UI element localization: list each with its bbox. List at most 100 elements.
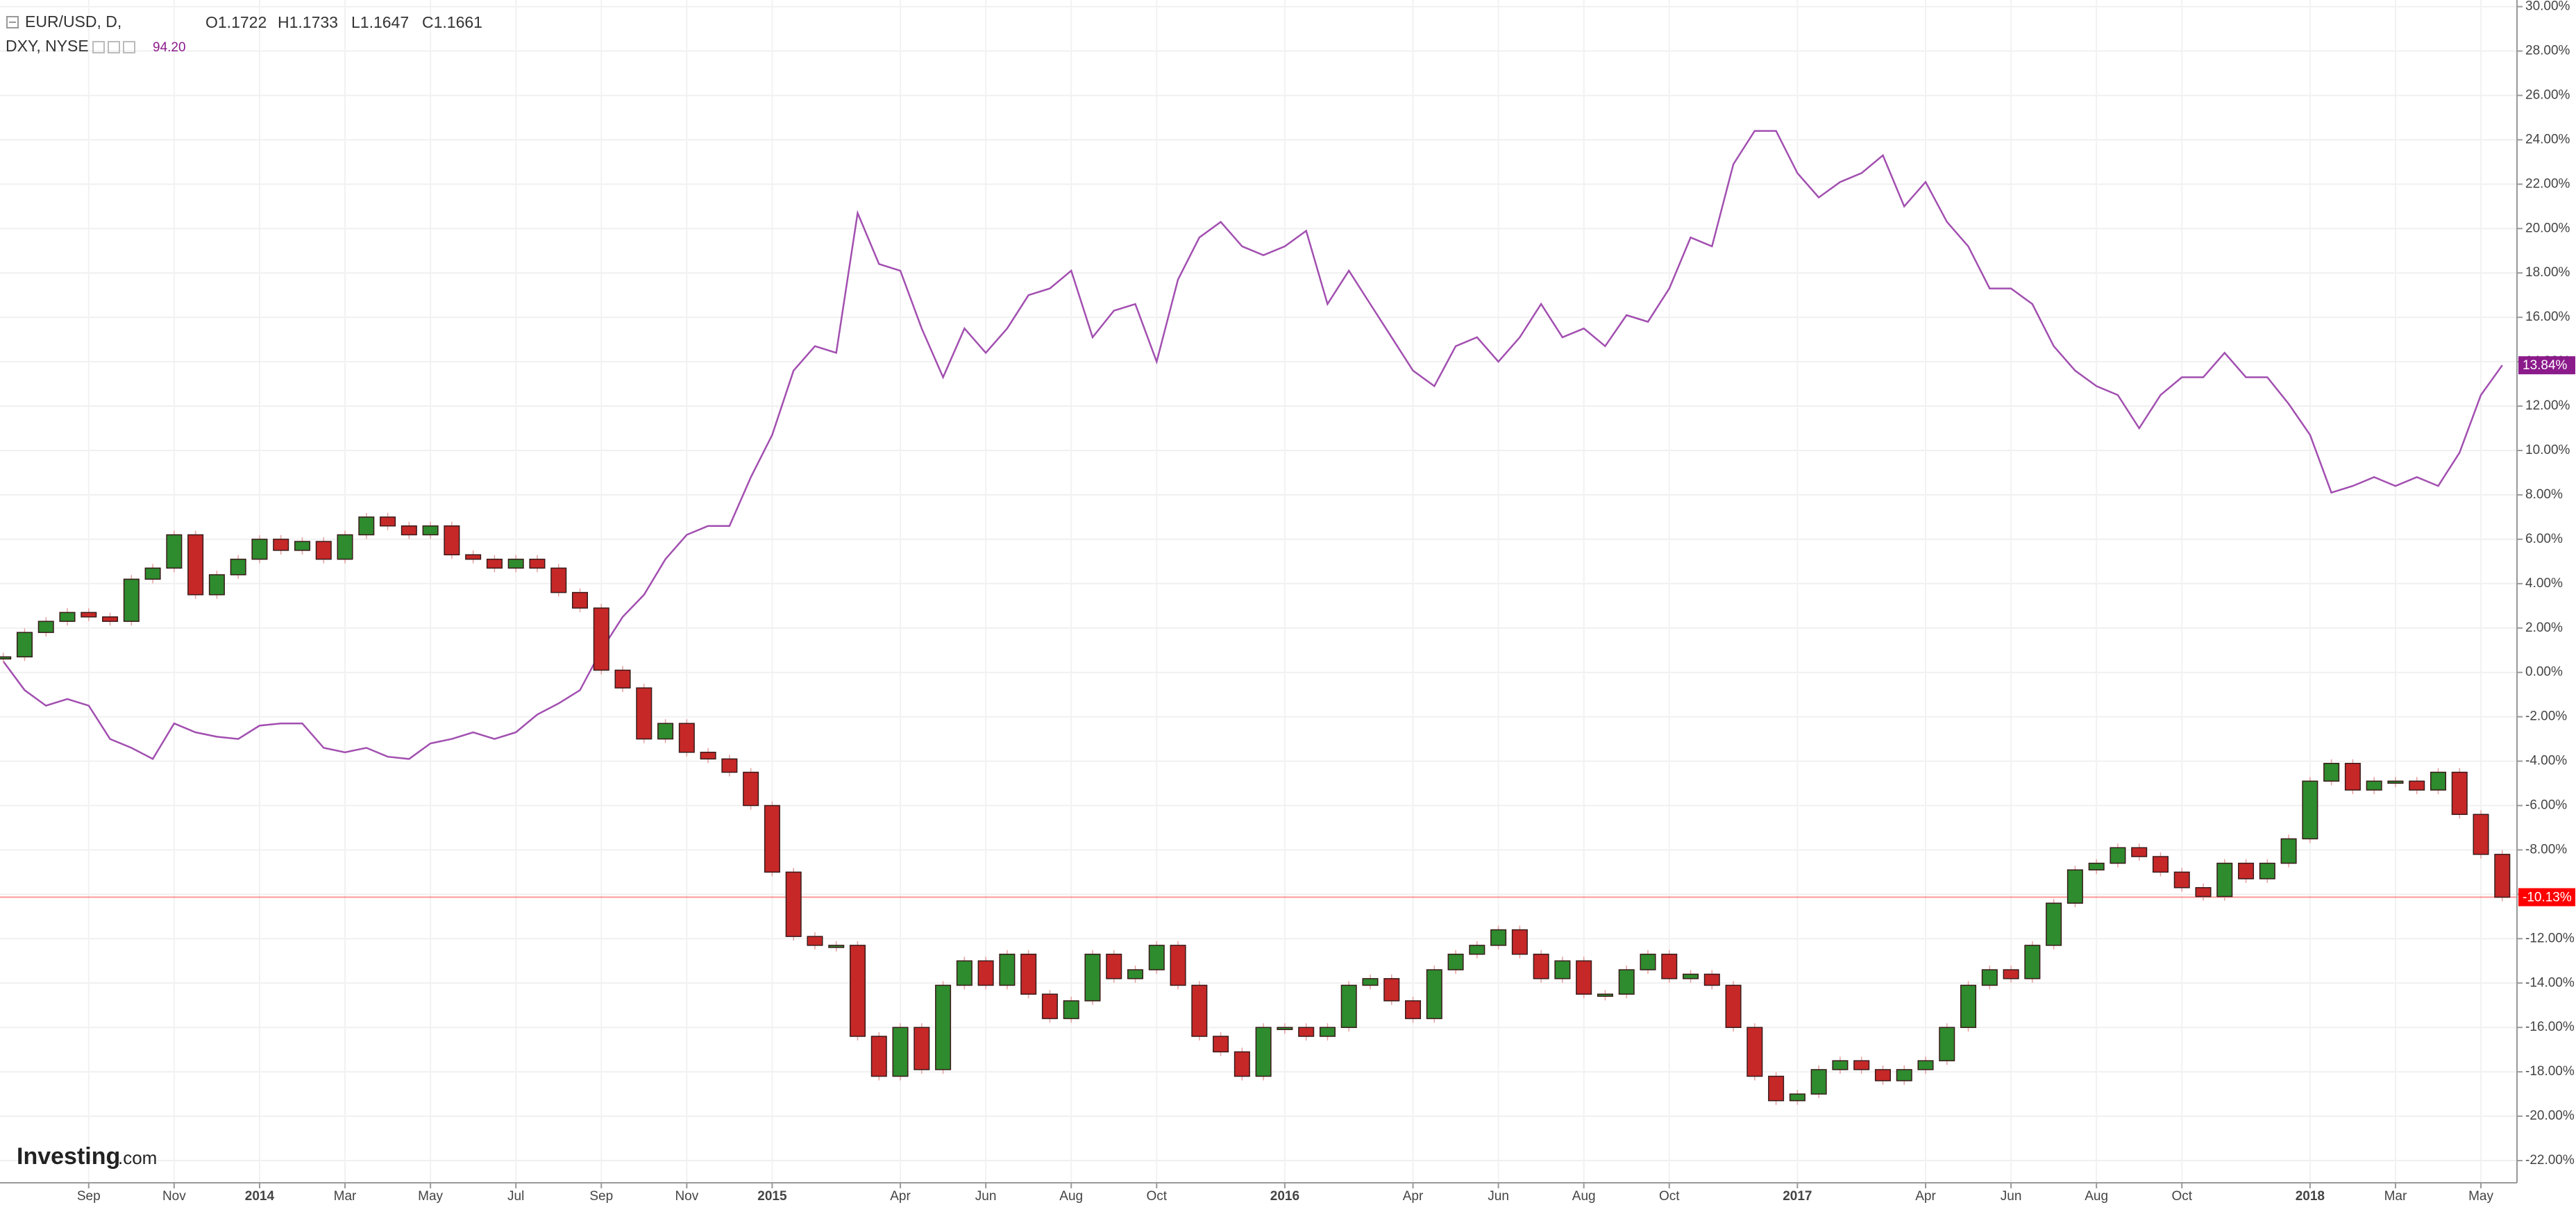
candle (1554, 960, 1571, 979)
hide-icon[interactable] (108, 41, 120, 53)
y-tick-label: 12.00% (2525, 398, 2570, 413)
remove-icon[interactable] (123, 41, 135, 53)
x-tick-label: Oct (1146, 1189, 1167, 1204)
quote-low: L1.1647 (351, 13, 409, 31)
candle (144, 567, 161, 580)
y-tick-label: -14.00% (2525, 975, 2575, 990)
candle (999, 953, 1016, 986)
y-tick-label: 2.00% (2525, 621, 2563, 635)
main-symbol[interactable]: EUR/USD, D, (25, 12, 121, 31)
candle (1789, 1093, 1805, 1102)
candle (1063, 1000, 1079, 1020)
candle (1576, 960, 1592, 995)
candle (2238, 862, 2255, 879)
candle (0, 656, 12, 660)
candle (870, 1036, 887, 1077)
candle (2173, 871, 2190, 888)
candle (1041, 993, 1058, 1020)
candle (37, 621, 54, 633)
y-tick-label: 26.00% (2525, 87, 2570, 102)
y-tick-label: 4.00% (2525, 576, 2563, 591)
candle (1469, 945, 1485, 955)
candle (102, 616, 119, 622)
candle (166, 534, 183, 569)
candle (2409, 780, 2425, 791)
candle (230, 558, 246, 575)
candle (935, 984, 952, 1070)
candle (614, 669, 631, 689)
candle (1661, 953, 1678, 979)
candle (743, 771, 759, 807)
candle (380, 516, 396, 527)
y-tick-label: -12.00% (2525, 931, 2575, 945)
candle (2195, 887, 2212, 898)
x-tick-label: Mar (334, 1189, 357, 1204)
candle (764, 804, 780, 873)
candle (914, 1027, 930, 1070)
candle (1533, 953, 1549, 979)
x-tick-label: Jul (507, 1189, 524, 1204)
x-tick-label: 2015 (757, 1189, 787, 1204)
candle (507, 558, 524, 569)
y-tick-label: 24.00% (2525, 132, 2570, 146)
candle (2430, 771, 2446, 791)
candle (2302, 780, 2318, 840)
candle (1383, 978, 1400, 1002)
candle (358, 516, 375, 536)
candle (1255, 1027, 1272, 1077)
candle (1960, 984, 1977, 1028)
x-tick-label: May (2468, 1189, 2493, 1204)
candle (956, 960, 973, 986)
candle (422, 525, 439, 536)
candle (16, 632, 33, 658)
candle (571, 591, 589, 609)
last-value-box (2518, 356, 2575, 375)
candle (1127, 969, 1144, 979)
quote-open: O1.1722 (205, 13, 267, 31)
x-tick-label: May (418, 1189, 443, 1204)
candle (1213, 1036, 1229, 1053)
x-tick-label: 2018 (2296, 1189, 2325, 1204)
candle (2323, 763, 2340, 782)
candle (2387, 780, 2404, 784)
candle (2280, 838, 2297, 864)
candle (2473, 814, 2489, 855)
y-tick-label: 20.00% (2525, 221, 2570, 235)
candle (807, 936, 823, 946)
settings-icon[interactable] (92, 41, 105, 53)
candle (1981, 969, 1998, 986)
candle (1597, 993, 1613, 997)
candle (123, 578, 140, 622)
candle (1746, 1027, 1763, 1077)
x-tick-label: Oct (2171, 1189, 2192, 1204)
x-tick-label: Apr (1403, 1189, 1424, 1204)
candle (721, 758, 738, 773)
y-tick-label: 22.00% (2525, 176, 2570, 191)
candle (892, 1027, 909, 1077)
candle (593, 607, 609, 671)
collapse-icon[interactable] (6, 16, 19, 28)
candle (1703, 973, 1720, 986)
candle (1426, 969, 1442, 1020)
candle (1511, 929, 1528, 955)
logo: Investing .com (17, 1143, 157, 1170)
candle (1340, 984, 1357, 1028)
candle (785, 871, 802, 937)
candle (1896, 1069, 1912, 1081)
candle (2066, 869, 2083, 904)
candle (444, 525, 460, 555)
candle (315, 541, 332, 560)
y-tick-label: 8.00% (2525, 487, 2563, 502)
candle (657, 723, 674, 740)
y-tick-label: -16.00% (2525, 1020, 2575, 1034)
header: EUR/USD, D, O1.1722 H1.1733 L1.1647 C1.1… (6, 12, 482, 55)
compare-symbol[interactable]: DXY, NYSE (6, 37, 89, 55)
quote-close: C1.1661 (422, 13, 482, 31)
compare-quote: 94.20 (153, 40, 186, 55)
candle (1084, 953, 1101, 1002)
candle (208, 574, 225, 596)
compare-line (2, 130, 2503, 761)
x-tick-label: 2017 (1783, 1189, 1812, 1204)
candle (1447, 953, 1464, 970)
